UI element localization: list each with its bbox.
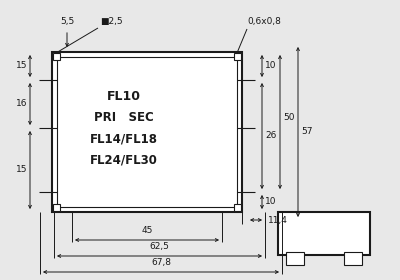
Text: 45: 45 bbox=[141, 226, 153, 235]
Text: FL14/FL18: FL14/FL18 bbox=[90, 132, 158, 145]
Text: 16: 16 bbox=[16, 99, 27, 109]
Text: 10: 10 bbox=[265, 197, 276, 207]
Text: 62,5: 62,5 bbox=[150, 242, 170, 251]
Bar bbox=[53, 204, 60, 211]
Bar bbox=[234, 204, 241, 211]
Bar bbox=[57, 57, 237, 207]
Text: 5,5: 5,5 bbox=[60, 17, 74, 26]
Text: PRI   SEC: PRI SEC bbox=[94, 111, 154, 124]
Bar bbox=[53, 53, 60, 60]
Text: FL24/FL30: FL24/FL30 bbox=[90, 153, 158, 166]
Text: ■2,5: ■2,5 bbox=[100, 17, 123, 26]
Bar bbox=[344, 252, 362, 265]
Text: 11,4: 11,4 bbox=[268, 216, 288, 225]
Bar bbox=[234, 53, 241, 60]
Text: 15: 15 bbox=[16, 165, 27, 174]
Text: FL10: FL10 bbox=[107, 90, 141, 103]
Text: 26: 26 bbox=[265, 132, 276, 141]
Text: 50: 50 bbox=[283, 113, 294, 122]
Bar bbox=[52, 52, 242, 212]
Text: 0,6x0,8: 0,6x0,8 bbox=[247, 17, 281, 26]
Bar bbox=[278, 212, 370, 255]
Text: 57: 57 bbox=[301, 127, 312, 137]
Text: 15: 15 bbox=[16, 62, 27, 71]
Bar bbox=[286, 252, 304, 265]
Text: 10: 10 bbox=[265, 62, 276, 71]
Text: 67,8: 67,8 bbox=[151, 258, 171, 267]
